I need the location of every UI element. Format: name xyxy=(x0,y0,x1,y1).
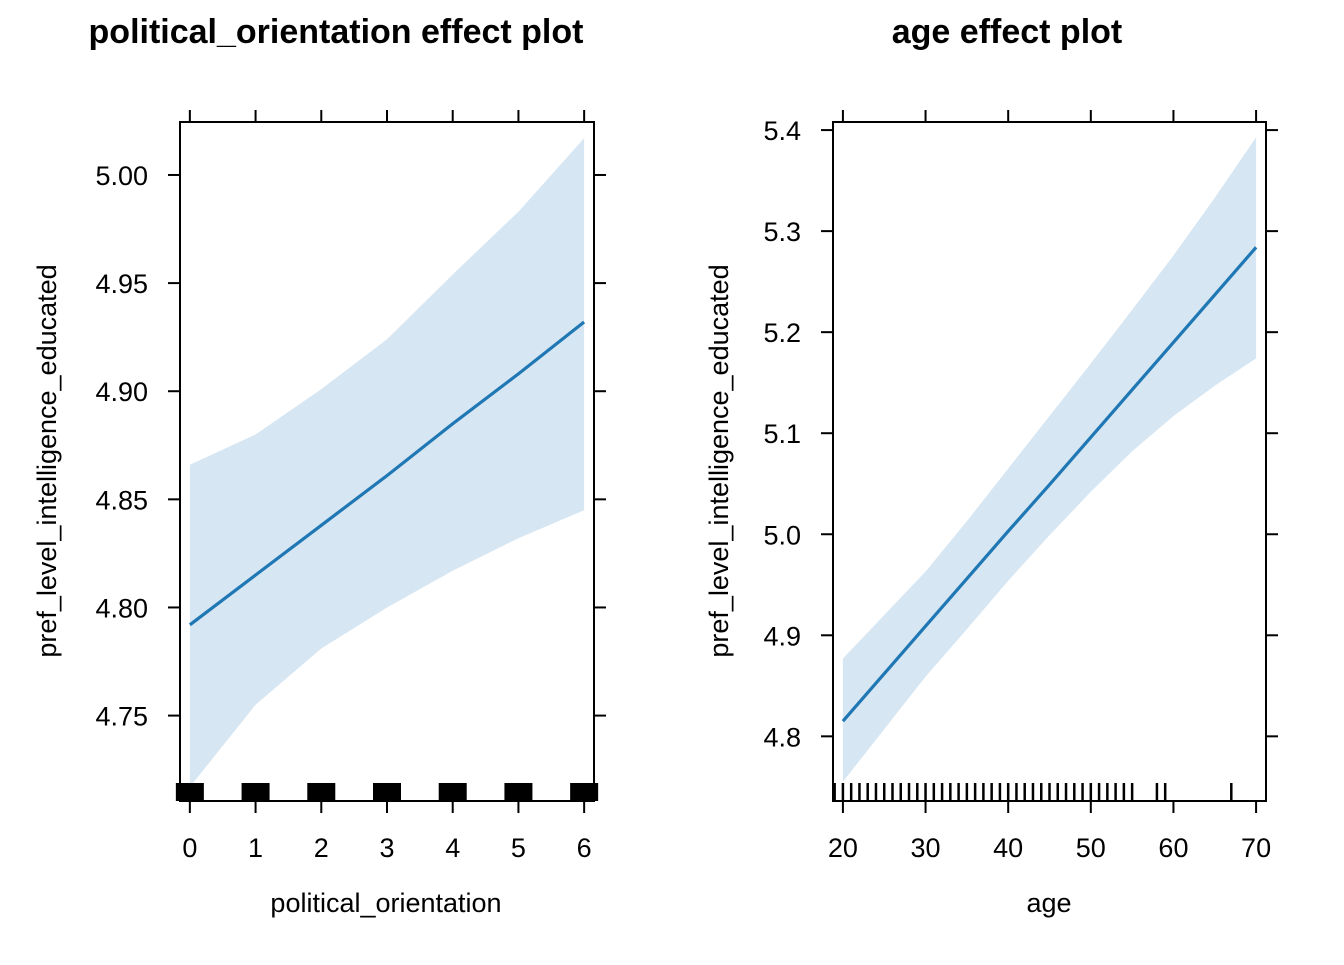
x-tick-label: 40 xyxy=(993,833,1023,863)
plot-frame xyxy=(832,121,1267,802)
y-tick-label: 5.00 xyxy=(95,161,148,191)
x-tick-label: 60 xyxy=(1158,833,1188,863)
x-axis-label: age xyxy=(1026,888,1071,918)
x-tick-label: 3 xyxy=(379,833,394,863)
political-orientation-panel: political_orientation effect plot 0 1 2 3 4 5… xyxy=(32,13,606,918)
confidence-band xyxy=(842,137,1257,782)
x-tick-label: 20 xyxy=(828,833,858,863)
x-tick-label: 0 xyxy=(182,833,197,863)
fit-line xyxy=(841,246,1258,723)
y-tick-label: 4.90 xyxy=(95,377,148,407)
y-tick-label: 5.0 xyxy=(763,520,801,550)
age-panel: age effect plot 20 30 40 50 60 70 4.8 4.9 5.0 5.1… xyxy=(704,13,1278,918)
x-tick-label: 2 xyxy=(314,833,329,863)
y-tick-label: 4.8 xyxy=(763,722,801,752)
rug-mark xyxy=(438,783,467,801)
y-tick-label: 5.4 xyxy=(763,116,801,146)
x-tick-label: 30 xyxy=(911,833,941,863)
rug-mark xyxy=(307,783,336,801)
x-axis-label: political_orientation xyxy=(270,888,501,918)
x-tick-label: 4 xyxy=(445,833,460,863)
y-tick-label: 4.9 xyxy=(763,621,801,651)
y-tick-label: 4.85 xyxy=(95,485,148,515)
confidence-band xyxy=(189,138,585,787)
y-tick-label: 5.1 xyxy=(763,419,801,449)
y-tick-label: 5.3 xyxy=(763,217,801,247)
y-tick-label: 5.2 xyxy=(763,318,801,348)
y-tick-label: 4.75 xyxy=(95,702,148,732)
x-tick-label: 1 xyxy=(248,833,263,863)
chart-title: age effect plot xyxy=(892,13,1122,51)
y-tick-label: 4.80 xyxy=(95,593,148,623)
y-tick-label: 4.95 xyxy=(95,269,148,299)
rug-mark xyxy=(504,783,533,801)
x-tick-label: 5 xyxy=(511,833,526,863)
x-tick-label: 70 xyxy=(1241,833,1271,863)
chart-title: political_orientation effect plot xyxy=(89,13,584,51)
rug-mark xyxy=(175,783,204,801)
fit-line xyxy=(188,320,586,627)
x-tick-label: 50 xyxy=(1076,833,1106,863)
y-axis-label: pref_level_intelligence_educated xyxy=(704,264,734,657)
x-tick-label: 6 xyxy=(577,833,592,863)
y-axis-label: pref_level_intelligence_educated xyxy=(32,264,62,657)
rug-mark xyxy=(241,783,270,801)
rug-mark xyxy=(373,783,401,801)
rug-mark xyxy=(570,783,599,801)
